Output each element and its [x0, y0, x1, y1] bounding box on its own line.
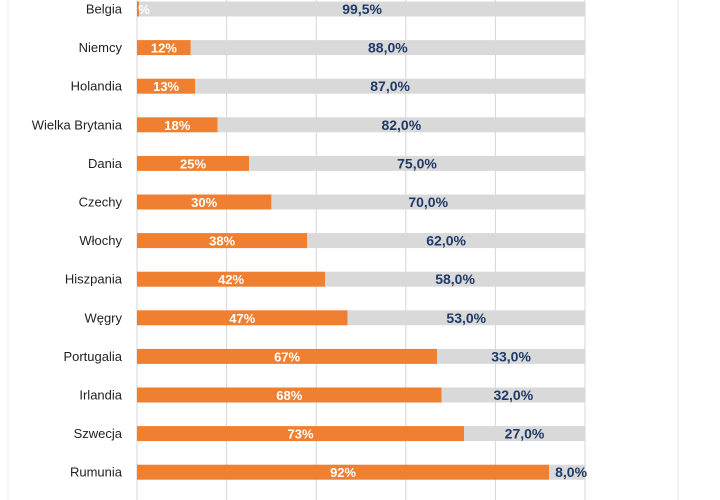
bar-segment-remainder-9 — [437, 348, 585, 364]
bar-segment-primary-9 — [137, 348, 438, 364]
bar-segment-remainder-8 — [347, 310, 585, 326]
category-label-8: Węgry — [84, 310, 122, 325]
category-label-7: Hiszpania — [65, 272, 123, 287]
category-label-1: Niemcy — [79, 40, 123, 55]
data-label-remainder-8: 53,0% — [446, 310, 486, 326]
bar-segment-remainder-12 — [549, 464, 585, 480]
data-label-remainder-10: 32,0% — [493, 387, 533, 403]
data-label-primary-1: 12% — [151, 41, 177, 56]
category-label-5: Czechy — [79, 195, 123, 210]
data-label-primary-0: % — [138, 2, 150, 17]
data-label-primary-12: 92% — [330, 465, 356, 480]
data-label-remainder-2: 87,0% — [370, 78, 410, 94]
data-label-remainder-1: 88,0% — [368, 40, 408, 56]
bar-segment-remainder-11 — [464, 426, 585, 442]
bar-segment-primary-0 — [137, 1, 140, 17]
category-label-6: Włochy — [79, 233, 122, 248]
data-label-primary-11: 73% — [288, 427, 314, 442]
bar-segment-remainder-0 — [139, 1, 586, 17]
bar-segment-remainder-5 — [271, 194, 585, 210]
bar-segment-primary-4 — [137, 155, 249, 171]
bar-segment-remainder-3 — [217, 117, 585, 133]
category-label-3: Wielka Brytania — [32, 117, 123, 132]
bar-segment-remainder-6 — [307, 233, 585, 249]
data-label-remainder-0: 99,5% — [342, 1, 382, 17]
labels: Belgia% 99,5% Niemcy 12% 88,0% Holandia 13% 87,… — [32, 1, 588, 480]
data-label-remainder-9: 33,0% — [491, 348, 531, 364]
data-label-primary-10: 68% — [276, 388, 302, 403]
category-label-12: Rumunia — [70, 465, 123, 480]
data-label-primary-7: 42% — [218, 272, 244, 287]
bar-segment-primary-1 — [137, 40, 191, 56]
data-label-remainder-12: 8,0% — [555, 464, 587, 480]
bar-segment-remainder-2 — [195, 78, 586, 94]
bar-segment-primary-11 — [137, 426, 465, 442]
category-label-10: Irlandia — [79, 388, 122, 403]
data-label-primary-9: 67% — [274, 349, 300, 364]
bars — [137, 1, 586, 480]
data-label-remainder-3: 82,0% — [381, 117, 421, 133]
bar-segment-primary-2 — [137, 78, 196, 94]
data-label-remainder-4: 75,0% — [397, 155, 437, 171]
data-label-remainder-7: 58,0% — [435, 271, 475, 287]
bar-segment-primary-8 — [137, 310, 348, 326]
data-label-remainder-5: 70,0% — [408, 194, 448, 210]
category-label-2: Holandia — [71, 79, 123, 94]
bar-segment-primary-7 — [137, 271, 326, 287]
bar-segment-primary-12 — [137, 464, 550, 480]
category-label-0: Belgia — [86, 2, 123, 17]
data-label-primary-3: 18% — [164, 118, 190, 133]
category-label-11: Szwecja — [74, 426, 123, 441]
category-label-9: Portugalia — [63, 349, 122, 364]
category-label-4: Dania — [88, 156, 123, 171]
bar-segment-remainder-7 — [325, 271, 585, 287]
data-label-primary-8: 47% — [229, 311, 255, 326]
data-label-remainder-11: 27,0% — [505, 426, 545, 442]
bar-segment-primary-3 — [137, 117, 218, 133]
data-label-primary-5: 30% — [191, 195, 217, 210]
bar-segment-primary-6 — [137, 233, 308, 249]
data-label-primary-4: 25% — [180, 156, 206, 171]
data-label-remainder-6: 62,0% — [426, 233, 466, 249]
bar-segment-remainder-1 — [190, 40, 585, 56]
bar-segment-remainder-10 — [441, 387, 585, 403]
data-label-primary-2: 13% — [153, 79, 179, 94]
gridlines — [7, 0, 679, 500]
bar-segment-primary-10 — [137, 387, 442, 403]
bar-segment-primary-5 — [137, 194, 272, 210]
data-label-primary-6: 38% — [209, 234, 235, 249]
bar-segment-remainder-4 — [249, 155, 585, 171]
